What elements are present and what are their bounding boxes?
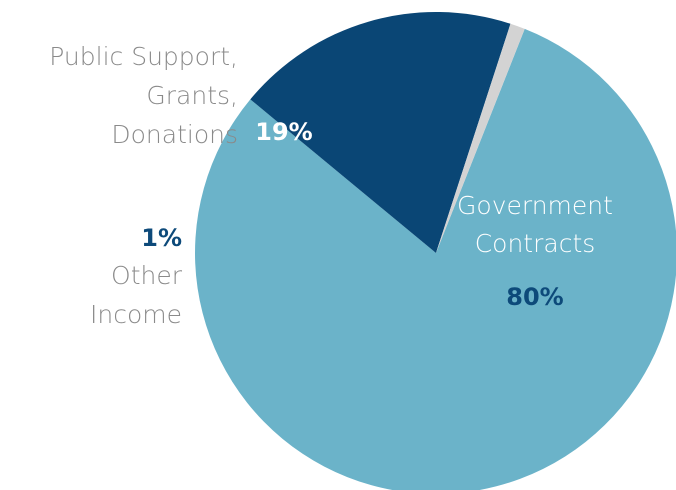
- slice-other-income: [436, 23, 525, 253]
- slice-value-public: 19%: [255, 118, 312, 146]
- slice-value-other: 1%: [141, 224, 182, 252]
- pie-slices: [195, 12, 676, 490]
- slice-label-public-line1: Public Support,: [49, 42, 238, 71]
- slice-label-government-line2: Contracts: [475, 229, 596, 258]
- slice-public-support: [250, 12, 511, 254]
- slice-label-other-line2: Income: [90, 300, 182, 329]
- slice-government-contracts: [195, 28, 676, 490]
- slice-label-public-line2: Grants,: [146, 81, 238, 110]
- slice-label-public-line3: Donations: [111, 120, 238, 149]
- pie-labels: Government Contracts 80% Public Support,…: [49, 42, 613, 329]
- slice-value-government: 80%: [506, 283, 563, 311]
- slice-label-government-line1: Government: [457, 191, 613, 220]
- slice-label-other-line1: Other: [111, 261, 183, 290]
